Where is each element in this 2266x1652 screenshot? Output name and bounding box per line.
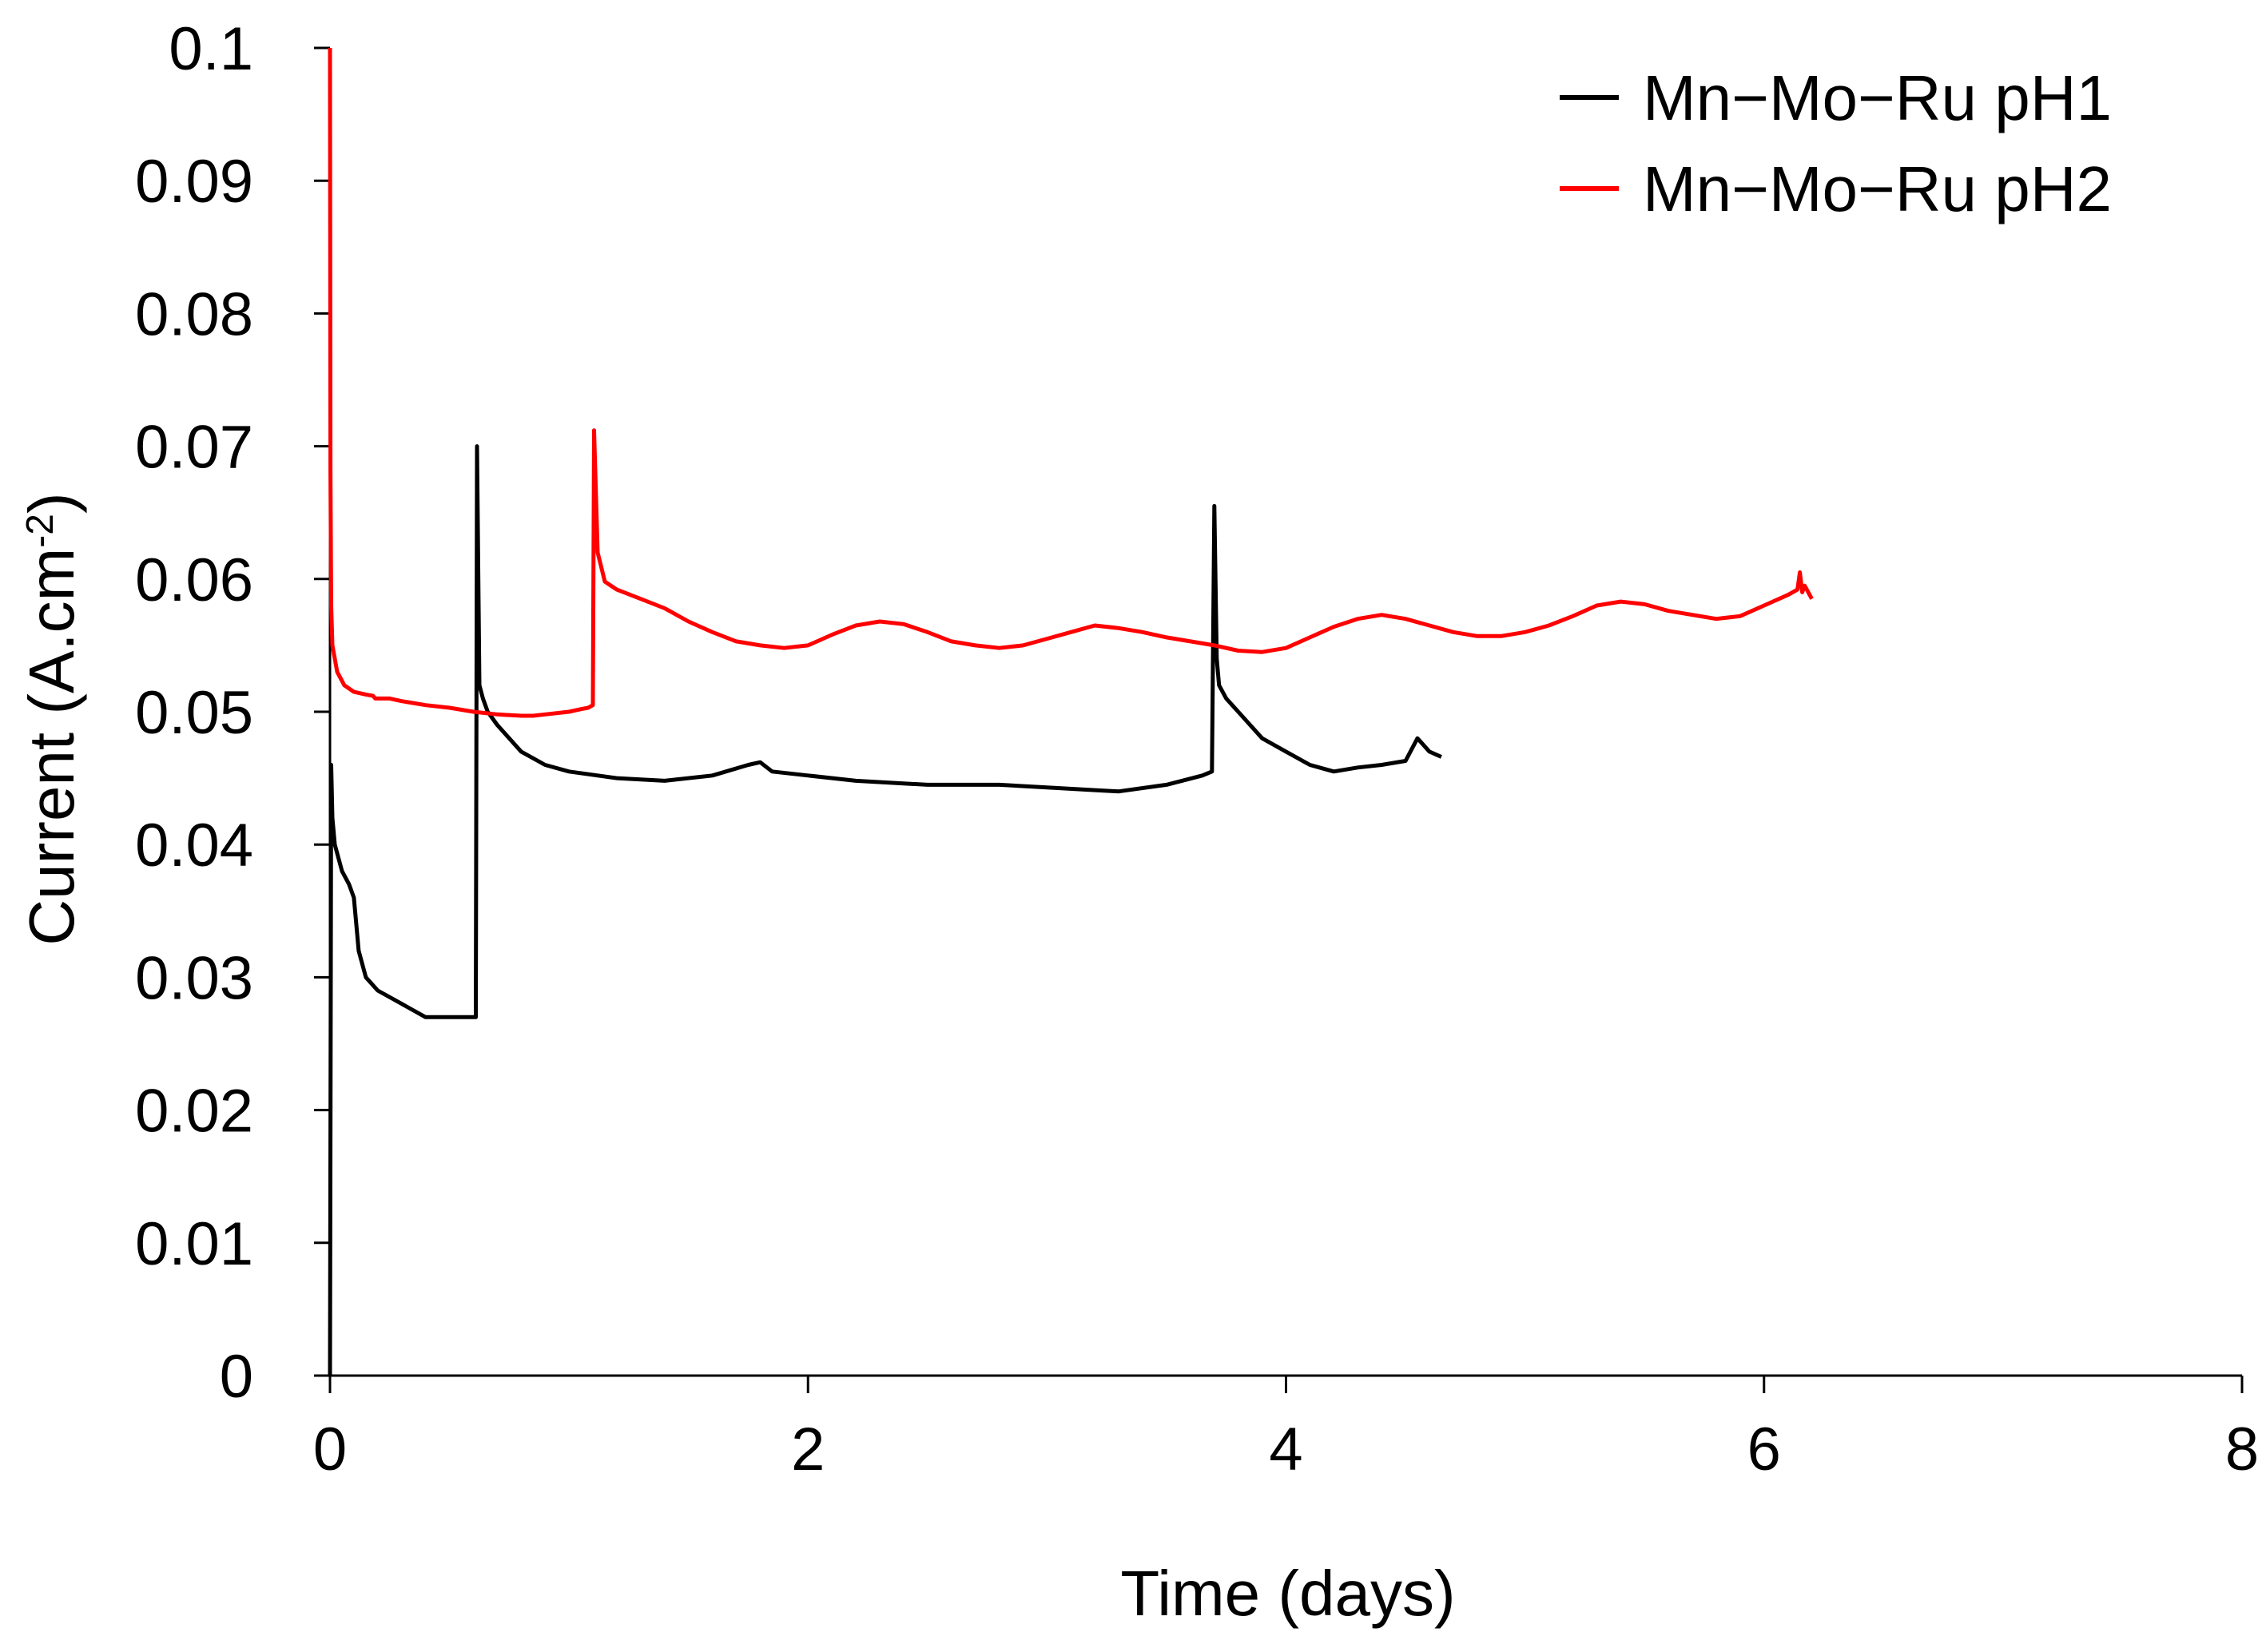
- y-tick-label: 0.05: [135, 679, 253, 747]
- y-axis-title-main: Current (A.cm: [16, 548, 87, 946]
- x-tick-label: 0: [313, 1416, 347, 1483]
- y-axis-title: Current (A.cm-2): [16, 492, 87, 945]
- x-tick-label: 4: [1269, 1416, 1302, 1483]
- y-tick-label: 0.06: [135, 546, 253, 614]
- y-tick-label: 0.1: [169, 15, 253, 83]
- y-axis-title-suffix: ): [16, 492, 87, 514]
- y-tick-label: 0.08: [135, 280, 253, 348]
- x-axis-title: Time (days): [1120, 1558, 1455, 1629]
- x-tick-label: 6: [1747, 1416, 1781, 1483]
- legend-label-pH2: Mn−Mo−Ru pH2: [1643, 153, 2112, 224]
- y-tick-label: 0.07: [135, 414, 253, 482]
- y-tick-label: 0: [220, 1343, 253, 1411]
- x-tick-label: 8: [2225, 1416, 2259, 1483]
- legend: Mn−Mo−Ru pH1 Mn−Mo−Ru pH2: [1560, 62, 2112, 224]
- x-tick-label: 2: [791, 1416, 825, 1483]
- y-tick-label: 0.04: [135, 812, 253, 880]
- series-line-pH2: [328, 47, 1814, 718]
- y-tick-label: 0.01: [135, 1210, 253, 1278]
- legend-label-pH1: Mn−Mo−Ru pH1: [1643, 62, 2112, 133]
- x-axis: 0 2 4 6 8: [313, 1374, 2259, 1483]
- y-tick-label: 0.02: [135, 1078, 253, 1146]
- y-axis: 0 0.01 0.02 0.03 0.04 0.05 0.06 0.07 0.08 0.09 0.1: [135, 15, 332, 1411]
- series-line-pH1: [328, 444, 1442, 1376]
- y-tick-label: 0.09: [135, 148, 253, 216]
- y-axis-title-superscript: -2: [19, 514, 62, 548]
- series-lines: [328, 47, 1814, 1376]
- y-tick-label: 0.03: [135, 944, 253, 1012]
